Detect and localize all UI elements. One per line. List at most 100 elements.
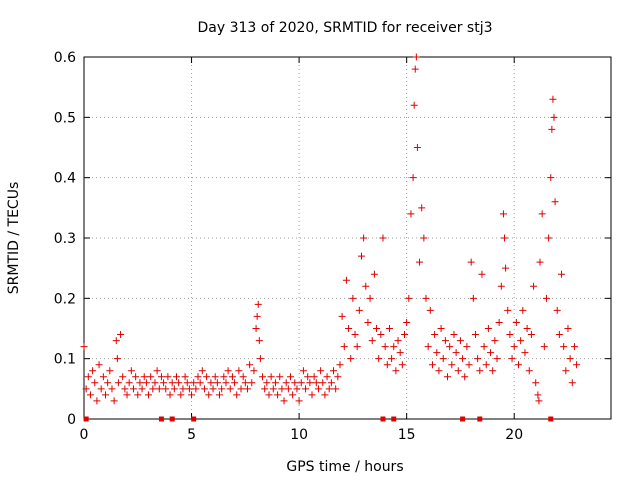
data-point [366,294,374,302]
data-point [564,325,572,332]
baseline-marker [460,416,466,422]
data-point [463,343,471,351]
data-point [437,325,445,332]
data-point [179,385,187,393]
data-point [310,373,318,381]
data-point [357,252,365,260]
data-point [248,379,256,387]
data-point [293,385,301,393]
data-point [134,391,142,399]
data-point [482,361,490,369]
data-point [504,306,512,314]
data-point [252,325,260,332]
data-point [284,385,292,393]
data-point [532,379,540,387]
data-point [467,258,475,266]
data-point [545,234,553,242]
data-point [228,373,236,381]
data-point [271,379,279,387]
data-point [200,385,208,393]
data-point [112,337,120,345]
data-point [211,373,219,381]
data-point [190,379,198,387]
data-point [420,234,428,242]
data-point [325,385,333,393]
data-point [209,385,217,393]
data-point [269,385,277,393]
data-point [385,325,393,332]
data-point [213,379,221,387]
data-point [259,373,267,381]
data-point [478,270,486,278]
data-point [452,349,460,357]
data-point [536,258,544,266]
data-point [480,343,488,351]
data-point [205,391,213,399]
data-point [428,361,436,369]
data-point [469,294,477,302]
data-point [375,355,383,363]
data-point [140,373,148,381]
data-point [555,331,563,339]
x-axis-label: GPS time / hours [286,459,403,475]
data-point [370,270,378,278]
data-point [508,355,516,363]
data-point [286,373,294,381]
data-points [80,53,581,405]
data-point [345,325,353,332]
data-point [553,306,561,314]
data-point [157,373,165,381]
data-point [441,337,449,345]
data-point [82,385,90,393]
baseline-marker [191,416,197,422]
data-point [317,367,325,375]
data-point [519,306,527,314]
data-point [289,391,297,399]
data-point [474,355,482,363]
data-point [306,379,314,387]
data-point [153,367,161,375]
data-point [89,367,97,375]
data-point [291,379,299,387]
data-point [147,373,155,381]
data-point [512,318,520,326]
data-point [403,318,411,326]
x-tick-label: 15 [398,427,416,443]
data-point [110,397,118,405]
data-point [413,144,421,151]
data-point [401,331,409,339]
data-point [342,276,350,284]
data-point [396,349,404,357]
data-point [360,234,368,242]
data-point [558,270,566,278]
data-point [349,294,357,302]
data-point [108,385,116,393]
data-point [332,385,340,393]
data-point [321,391,329,399]
data-point [125,379,133,387]
data-point [254,300,262,308]
data-point [160,379,168,387]
data-point [250,367,258,375]
data-point [203,373,211,381]
baseline-marker [169,416,175,422]
x-tick-label: 5 [187,427,196,443]
data-point [194,373,202,381]
data-point [377,331,385,339]
data-point [510,343,518,351]
x-tick-label: 10 [290,427,308,443]
data-point [336,361,344,369]
data-point [265,391,273,399]
baseline-marker [477,416,483,422]
data-point [530,282,538,290]
data-point [521,349,529,357]
data-point [162,385,170,393]
data-point [450,331,458,339]
baseline-marker [380,416,386,422]
data-point [515,361,523,369]
data-point [276,373,284,381]
data-point [390,343,398,351]
data-point [340,343,348,351]
data-point [323,373,331,381]
data-point [95,361,103,369]
